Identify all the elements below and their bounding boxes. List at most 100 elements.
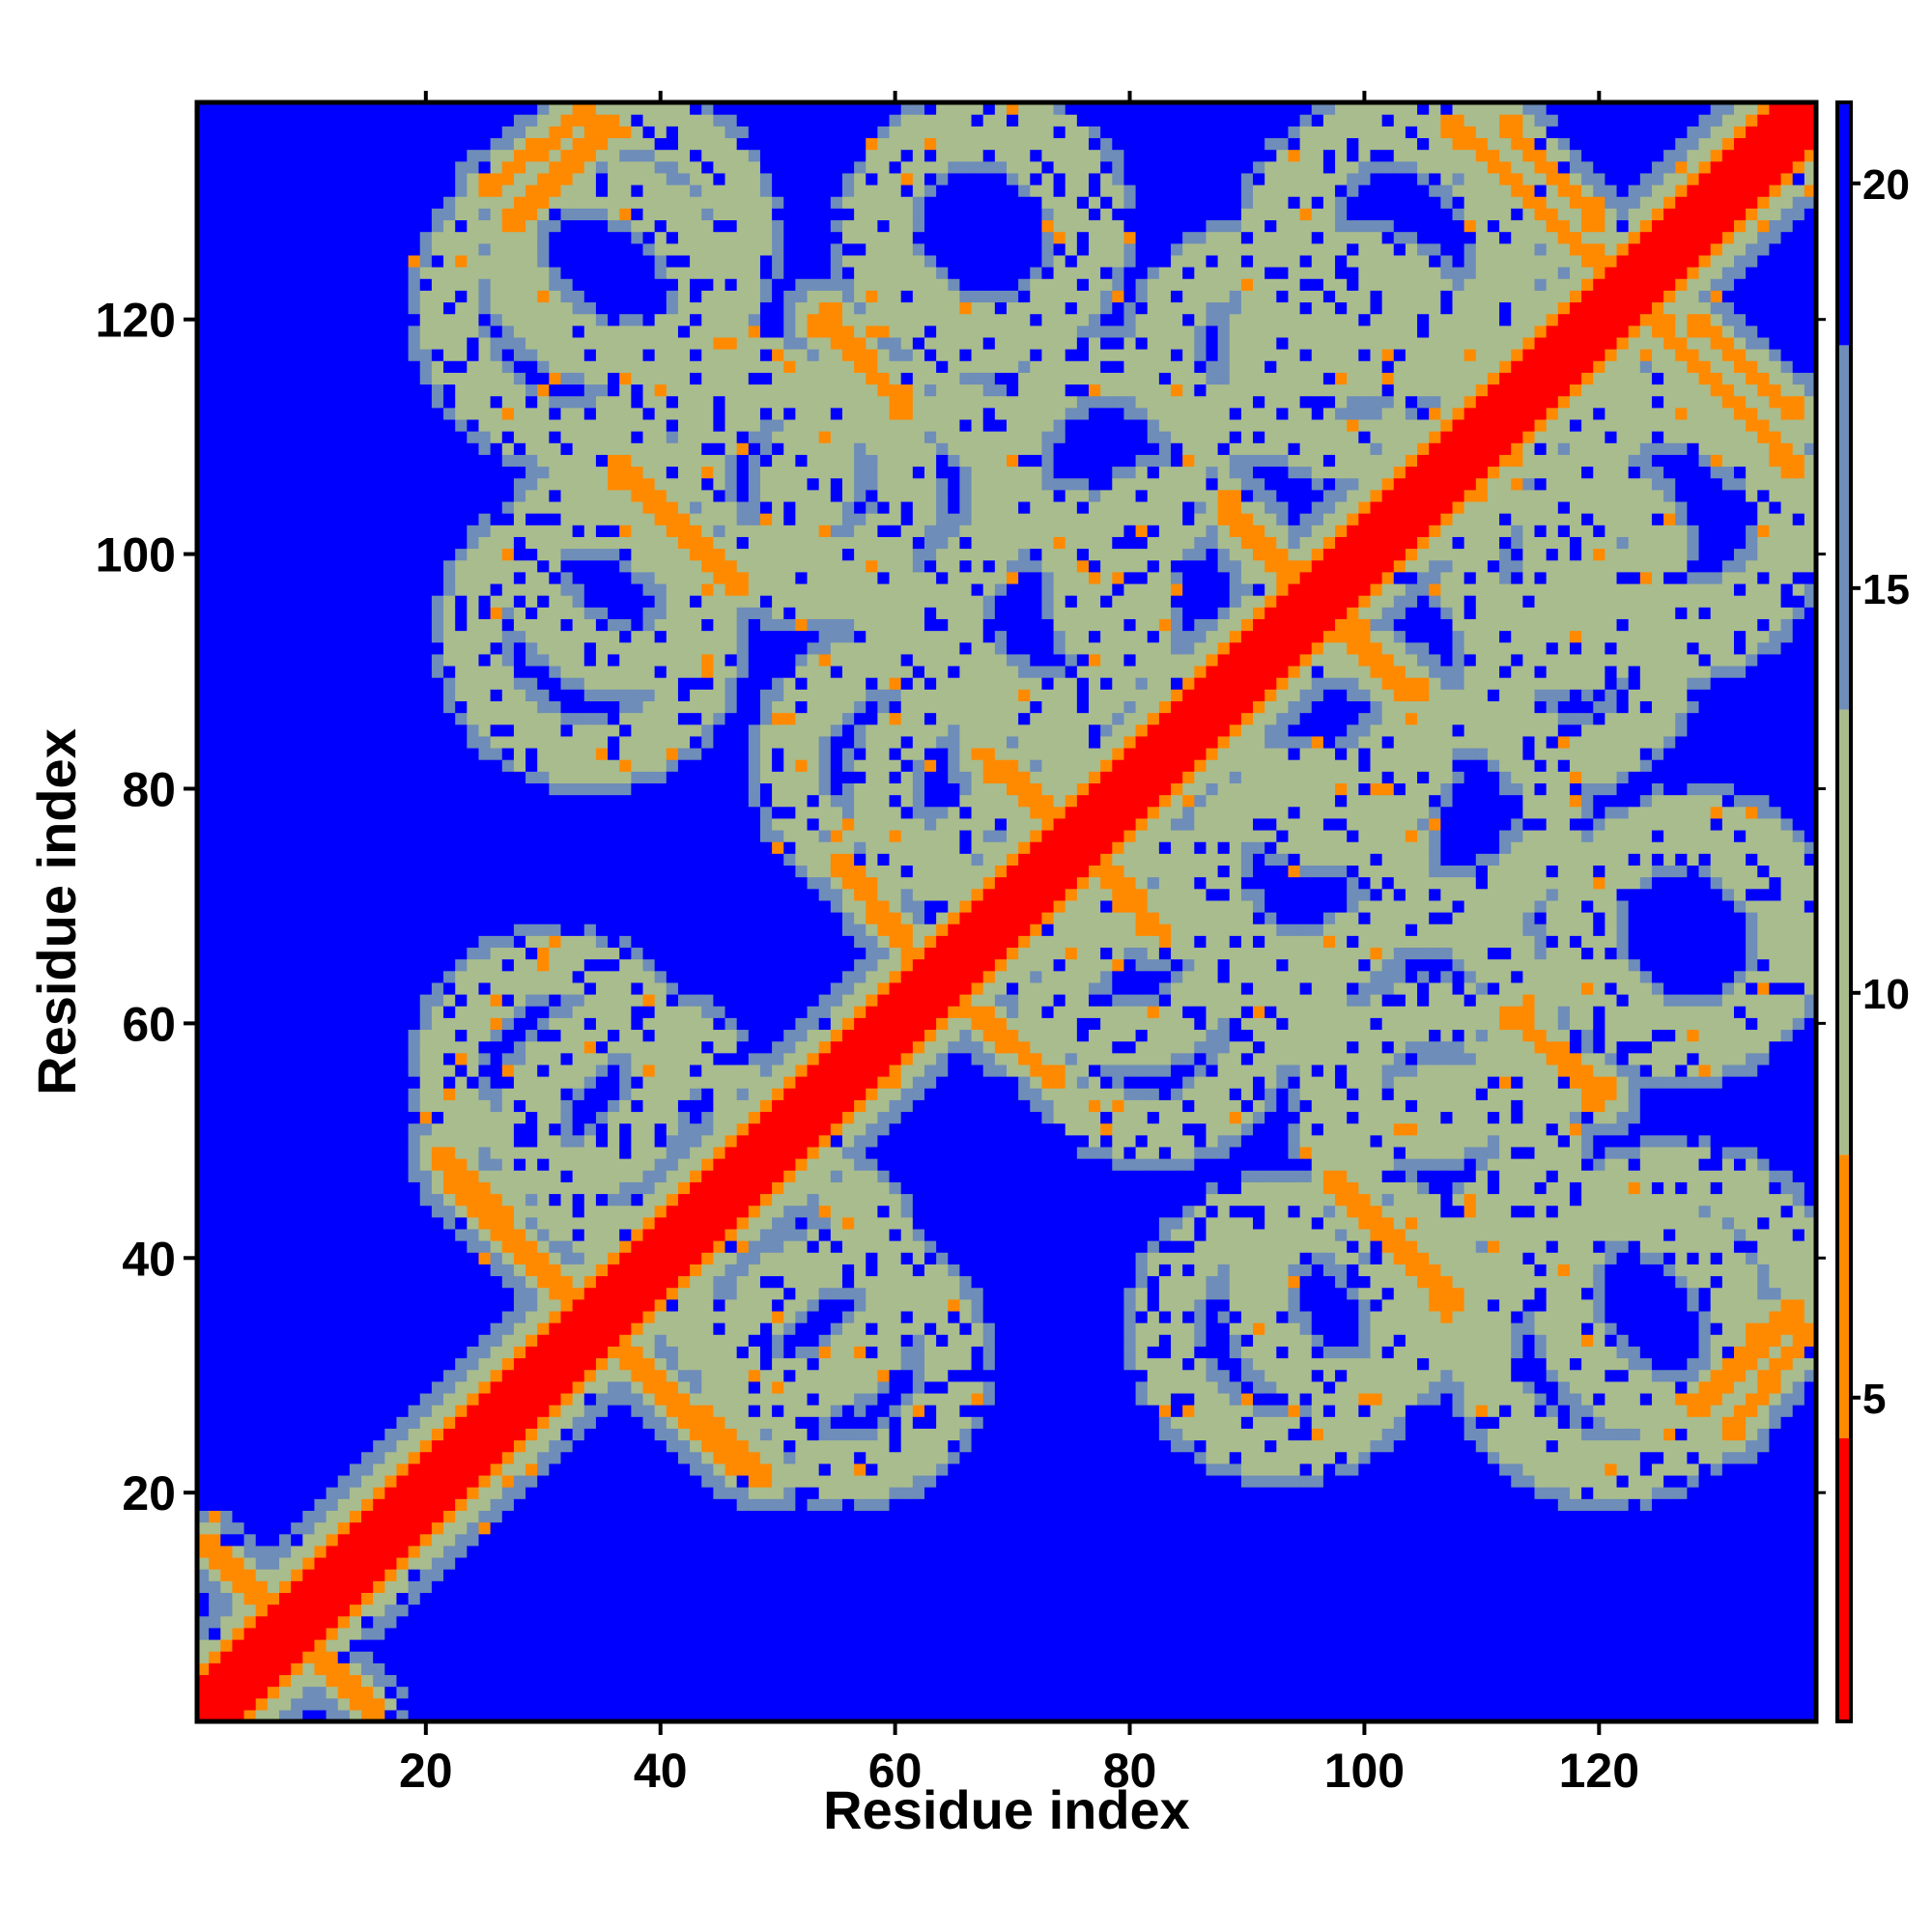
heatmap-cell [455, 1334, 468, 1347]
heatmap-cell [302, 1275, 316, 1289]
heatmap-cell [220, 1674, 234, 1688]
heatmap-cell [537, 724, 550, 737]
heatmap-cell [595, 336, 609, 350]
heatmap-cell [243, 724, 257, 737]
heatmap-cell [560, 994, 574, 1007]
heatmap-cell [373, 254, 385, 268]
heatmap-cell [583, 1709, 597, 1722]
heatmap-cell [608, 677, 620, 690]
heatmap-cell [608, 1205, 620, 1218]
heatmap-cell [501, 1451, 515, 1464]
heatmap-cell [583, 630, 597, 643]
heatmap-cell [431, 1064, 444, 1077]
heatmap-cell [478, 536, 492, 550]
heatmap-cell [373, 1264, 385, 1277]
heatmap-cell [490, 477, 503, 491]
heatmap-cell [243, 267, 257, 279]
heatmap-cell [443, 1392, 456, 1406]
heatmap-cell [549, 1064, 562, 1077]
heatmap-cell [209, 865, 221, 878]
heatmap-cell [560, 1405, 574, 1417]
heatmap-cell [478, 994, 492, 1007]
heatmap-cell [443, 372, 456, 385]
heatmap-cell [232, 689, 245, 701]
heatmap-cell [232, 735, 245, 749]
heatmap-cell [478, 1017, 492, 1031]
heatmap-cell [408, 525, 421, 537]
heatmap-cell [243, 759, 257, 772]
heatmap-cell [337, 1662, 351, 1676]
heatmap-cell [314, 1487, 327, 1499]
heatmap-cell [326, 254, 339, 268]
heatmap-cell [467, 149, 480, 162]
heatmap-cell [478, 1264, 492, 1277]
heatmap-cell [314, 1334, 327, 1347]
heatmap-cell [572, 372, 585, 385]
heatmap-cell [220, 360, 234, 373]
heatmap-cell [467, 1264, 480, 1277]
heatmap-cell [431, 1275, 444, 1289]
heatmap-cell [560, 724, 574, 737]
heatmap-cell [361, 1181, 374, 1195]
heatmap-cell [232, 349, 245, 361]
heatmap-cell [373, 477, 385, 491]
heatmap-cell [349, 1322, 362, 1335]
heatmap-cell [255, 582, 269, 596]
heatmap-cell [478, 500, 492, 514]
heatmap-cell [291, 407, 303, 420]
heatmap-cell [243, 114, 257, 127]
heatmap-cell [197, 1122, 210, 1136]
heatmap-cell [314, 336, 327, 350]
heatmap-cell [501, 1228, 515, 1241]
heatmap-cell [255, 735, 269, 749]
heatmap-cell [583, 1310, 597, 1323]
heatmap-cell [467, 1428, 480, 1441]
heatmap-cell [560, 1463, 574, 1476]
heatmap-cell [490, 1580, 503, 1593]
heatmap-cell [408, 923, 421, 936]
heatmap-cell [560, 278, 574, 291]
heatmap-cell [209, 126, 221, 139]
heatmap-cell [526, 1158, 538, 1171]
heatmap-cell [513, 1334, 526, 1347]
heatmap-cell [478, 865, 492, 878]
heatmap-cell [337, 160, 351, 174]
heatmap-cell [560, 782, 574, 796]
heatmap-cell [419, 1088, 433, 1100]
heatmap-cell [526, 1615, 538, 1629]
heatmap-cell [209, 853, 221, 867]
heatmap-cell [361, 1275, 374, 1289]
heatmap-cell [243, 817, 257, 831]
heatmap-cell [396, 1111, 410, 1124]
heatmap-cell [373, 372, 385, 385]
heatmap-cell [443, 1088, 456, 1100]
heatmap-cell [490, 865, 503, 878]
heatmap-cell [291, 1346, 303, 1359]
heatmap-cell [572, 1357, 585, 1371]
heatmap-cell [267, 500, 280, 514]
heatmap-cell [583, 102, 597, 115]
heatmap-cell [314, 172, 327, 185]
heatmap-cell [608, 794, 620, 808]
heatmap-cell [419, 947, 433, 960]
heatmap-cell [267, 1064, 280, 1077]
heatmap-cell [255, 641, 269, 655]
heatmap-cell [220, 1569, 234, 1581]
heatmap-cell [549, 313, 562, 327]
heatmap-cell [291, 724, 303, 737]
heatmap-cell [291, 536, 303, 550]
heatmap-cell [501, 665, 515, 678]
heatmap-cell [408, 1686, 421, 1699]
heatmap-cell [302, 724, 316, 737]
heatmap-cell [302, 442, 316, 455]
heatmap-cell [220, 1088, 234, 1100]
heatmap-cell [608, 395, 620, 409]
heatmap-cell [431, 630, 444, 643]
heatmap-cell [232, 1463, 245, 1476]
heatmap-cell [267, 1310, 280, 1323]
heatmap-cell [560, 1064, 574, 1077]
heatmap-cell [537, 137, 550, 151]
heatmap-cell [549, 1170, 562, 1182]
heatmap-cell [267, 1170, 280, 1182]
heatmap-cell [314, 689, 327, 701]
